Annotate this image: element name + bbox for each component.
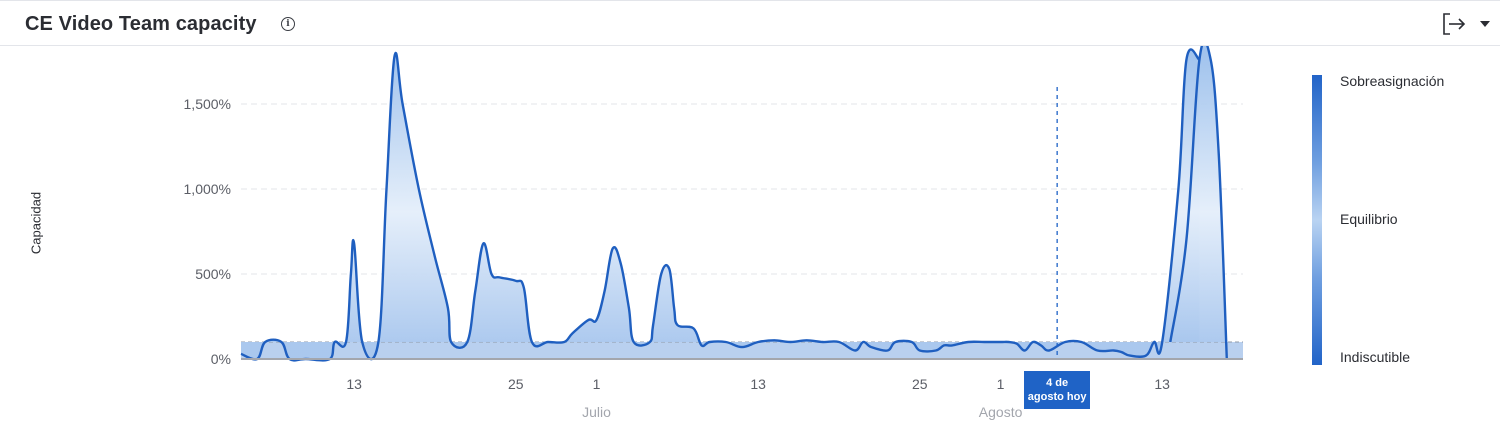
y-tick-label: 0% xyxy=(211,351,231,367)
export-button[interactable] xyxy=(1440,10,1468,38)
legend-label-underallocation: Indiscutible xyxy=(1340,349,1411,365)
capacity-area-fill xyxy=(241,49,1200,361)
today-label-line2: agosto hoy xyxy=(1027,391,1087,403)
info-icon[interactable]: i xyxy=(281,17,295,31)
today-label-line1: 4 de xyxy=(1046,377,1069,389)
x-tick-label: 13 xyxy=(1154,376,1170,392)
capacity-area-fill xyxy=(1170,46,1227,359)
x-tick-label: 25 xyxy=(508,376,524,392)
capacity-legend-gradient xyxy=(1312,75,1322,365)
today-marker-label: 4 de agosto hoy xyxy=(1024,371,1091,409)
y-tick-label: 1,000% xyxy=(184,181,231,197)
capacity-chart: 0% 500% 1,000% 1,500% 13 25 1 13 25 1 13 Julio Agost… xyxy=(184,46,1243,420)
legend-label-balance: Equilibrio xyxy=(1340,211,1398,227)
caret-down-icon xyxy=(1480,21,1490,27)
export-arrow-icon xyxy=(1443,13,1466,35)
x-tick-label: 1 xyxy=(593,376,601,392)
x-tick-label: 13 xyxy=(750,376,766,392)
capacity-series-line xyxy=(240,48,1201,362)
x-month-label: Julio xyxy=(582,404,611,420)
y-tick-label: 500% xyxy=(195,266,231,282)
x-month-label: Agosto xyxy=(979,404,1023,420)
capacity-series-line xyxy=(1169,46,1228,360)
baseline-band xyxy=(241,342,1243,359)
y-tick-label: 1,500% xyxy=(184,96,231,112)
x-tick-label: 25 xyxy=(912,376,928,392)
x-tick-label: 1 xyxy=(997,376,1005,392)
widget-header: CE Video Team capacity i xyxy=(0,2,1500,46)
legend-label-overallocation: Sobreasignación xyxy=(1340,73,1445,89)
widget-title: CE Video Team capacity xyxy=(25,13,257,35)
x-tick-label: 13 xyxy=(346,376,362,392)
options-dropdown-button[interactable] xyxy=(1475,10,1495,38)
